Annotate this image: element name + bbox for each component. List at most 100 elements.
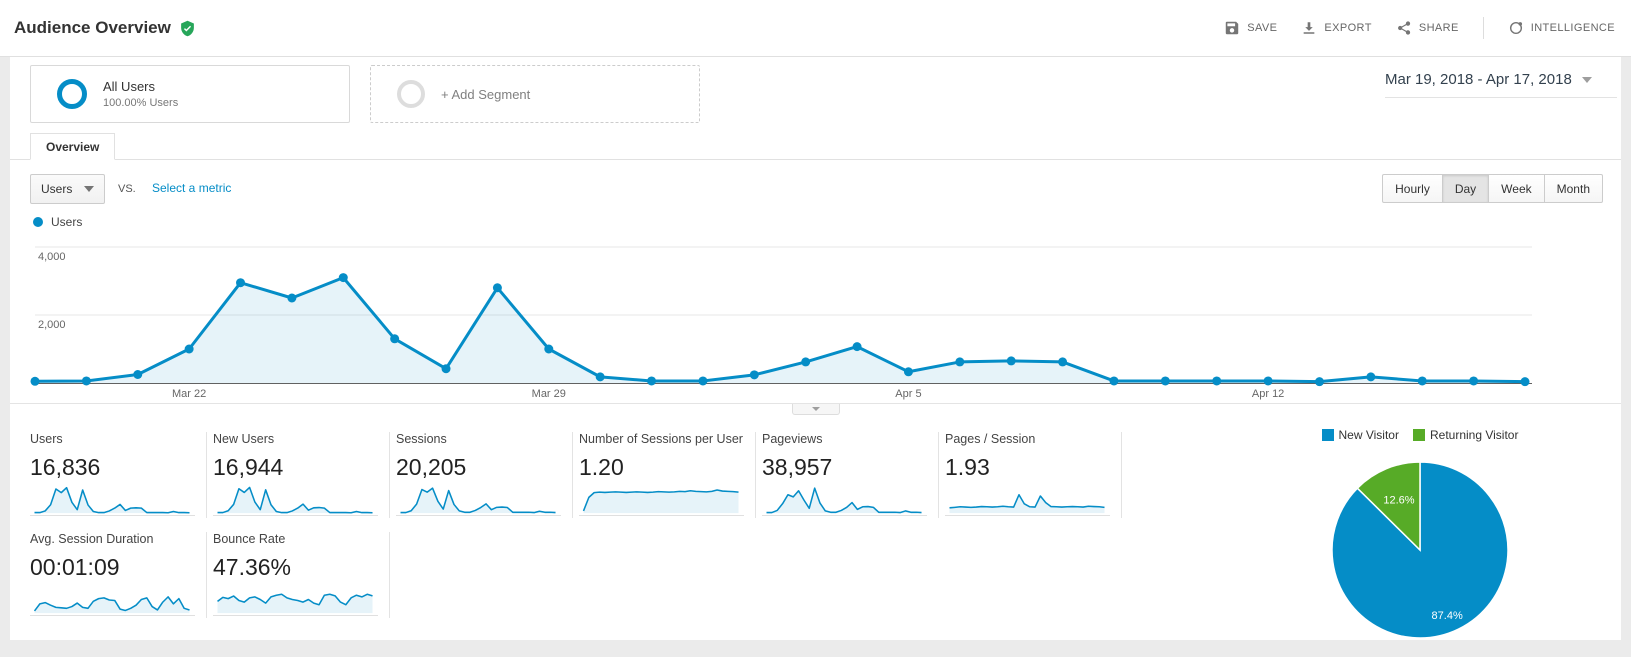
granularity-button-day[interactable]: Day — [1441, 174, 1490, 203]
metric-sparkline — [396, 487, 561, 516]
metric-card-users: Users 16,836 — [30, 432, 200, 518]
page-title: Audience Overview — [14, 18, 171, 37]
metric-label: Pageviews — [762, 432, 823, 446]
svg-text:4,000: 4,000 — [38, 251, 66, 263]
metric-card-new-users: New Users 16,944 — [213, 432, 383, 518]
svg-text:Mar 29: Mar 29 — [532, 388, 566, 400]
metric-label: Sessions — [396, 432, 447, 446]
intelligence-button[interactable]: INTELLIGENCE — [1508, 20, 1615, 36]
date-range-underline — [1385, 97, 1617, 98]
legend-label: New Visitor — [1338, 428, 1399, 442]
pie-legend-item: Returning Visitor — [1412, 428, 1519, 442]
metric-label: New Users — [213, 432, 275, 446]
vs-label: VS. — [118, 183, 136, 195]
metric-card-sessions: Sessions 20,205 — [396, 432, 566, 518]
metric-label: Avg. Session Duration — [30, 532, 154, 546]
save-icon — [1226, 21, 1239, 35]
metric-sparkline — [30, 486, 195, 516]
metric-value: 16,836 — [30, 454, 101, 480]
export-label: EXPORT — [1324, 22, 1372, 34]
granularity-button-week[interactable]: Week — [1488, 174, 1545, 203]
save-button[interactable]: SAVE — [1224, 20, 1277, 36]
metric-value: 00:01:09 — [30, 554, 120, 580]
legend-swatch-icon — [1412, 429, 1425, 441]
app-header: Audience Overview SAVE EXPORT SHARE INTE… — [0, 0, 1631, 57]
share-button[interactable]: SHARE — [1396, 20, 1459, 36]
metric-card-number-of-sessions-per-user: Number of Sessions per User 1.20 — [579, 432, 749, 518]
intelligence-icon — [1509, 21, 1522, 35]
segment-subtitle: 100.00% Users — [103, 97, 179, 109]
metric-value: 16,944 — [213, 454, 284, 480]
granularity-button-hourly[interactable]: Hourly — [1382, 174, 1443, 203]
visitor-type-pie-chart[interactable]: 87.4% 12.6% — [1320, 450, 1520, 650]
main-content: All Users 100.00% Users + Add Segment Ma… — [10, 57, 1621, 640]
select-metric-link[interactable]: Select a metric — [152, 181, 232, 195]
intelligence-label: INTELLIGENCE — [1530, 22, 1615, 34]
export-button[interactable]: EXPORT — [1301, 20, 1371, 36]
shield-check-icon — [180, 20, 194, 36]
metric-sparkline — [945, 493, 1110, 516]
metric-sparkline — [762, 487, 927, 516]
chart-controls: Users VS. Select a metric Hourly Day Week M… — [10, 160, 1621, 210]
export-icon — [1304, 22, 1315, 34]
users-legend-dot-icon — [33, 217, 43, 227]
users-line-chart[interactable]: 2,000 4,000 Mar 22 Mar 29 Apr 5 Apr 12 — [10, 240, 1621, 402]
metric-value: 47.36% — [213, 554, 292, 580]
tab-overview[interactable]: Overview — [30, 133, 116, 160]
metric-card-pages-session: Pages / Session 1.93 — [945, 432, 1115, 518]
save-label: SAVE — [1247, 22, 1278, 34]
pie-legend-item: New Visitor — [1321, 428, 1399, 442]
svg-text:Apr 5: Apr 5 — [895, 388, 921, 400]
legend-label: Returning Visitor — [1429, 428, 1519, 442]
chart-legend: Users — [33, 215, 82, 229]
all-users-segment-card[interactable]: All Users 100.00% Users — [30, 65, 350, 123]
chart-collapse-rule — [10, 403, 1621, 404]
svg-text:Apr 12: Apr 12 — [1252, 388, 1284, 400]
pie-slice-label: 87.4% — [1432, 610, 1463, 622]
caret-down-icon — [84, 186, 95, 192]
metric-cards-row-1: Users 16,836 New Users 16,944 Sessions 20,205… — [30, 432, 1128, 518]
tab-strip: Overview — [10, 133, 1621, 160]
metric-label: Users — [30, 432, 63, 446]
share-label: SHARE — [1418, 22, 1459, 34]
metric-value: 1.20 — [579, 454, 624, 480]
metric-selector-dropdown[interactable]: Users — [30, 174, 106, 204]
pie-legend: New Visitor Returning Visitor — [1320, 428, 1520, 442]
share-icon — [1397, 21, 1410, 35]
metric-sparkline — [213, 593, 378, 616]
granularity-button-month[interactable]: Month — [1543, 174, 1603, 203]
metric-cards-row-2: Avg. Session Duration 00:01:09 Bounce Rate… — [30, 532, 396, 618]
add-segment-button[interactable]: + Add Segment — [370, 65, 700, 123]
metric-card-pageviews: Pageviews 38,957 — [762, 432, 932, 518]
header-actions: SAVE EXPORT SHARE INTELLIGENCE — [1200, 17, 1631, 39]
metric-label: Number of Sessions per User — [579, 432, 743, 446]
header-divider — [1482, 17, 1484, 39]
svg-text:2,000: 2,000 — [38, 319, 66, 331]
metric-sparkline — [30, 596, 195, 616]
segment-donut-icon — [57, 79, 87, 109]
pie-slice-label: 12.6% — [1383, 495, 1414, 507]
metric-value: 1.93 — [945, 454, 990, 480]
metric-divider — [572, 432, 573, 518]
metric-value: 38,957 — [762, 454, 833, 480]
add-segment-donut-icon — [397, 80, 425, 108]
chart-collapse-handle[interactable] — [792, 404, 840, 415]
metric-card-avg-session-duration: Avg. Session Duration 00:01:09 — [30, 532, 200, 618]
chart-legend-label: Users — [51, 215, 83, 229]
metric-sparkline — [213, 486, 378, 516]
caret-down-icon — [812, 407, 820, 411]
metric-divider — [206, 532, 207, 618]
add-segment-label: + Add Segment — [441, 86, 531, 102]
metric-divider — [389, 532, 390, 618]
granularity-toggle: Hourly Day Week Month — [1382, 174, 1603, 203]
metric-card-bounce-rate: Bounce Rate 47.36% — [213, 532, 383, 618]
caret-down-icon — [1581, 76, 1592, 83]
legend-swatch-icon — [1321, 429, 1334, 441]
metric-divider — [389, 432, 390, 518]
metric-sparkline — [579, 489, 744, 516]
date-range-label: Mar 19, 2018 - Apr 17, 2018 — [1385, 71, 1572, 88]
svg-text:Mar 22: Mar 22 — [172, 388, 206, 400]
metric-selector-value: Users — [41, 182, 73, 196]
bottom-margin-strip — [0, 640, 1631, 657]
date-range-selector[interactable]: Mar 19, 2018 - Apr 17, 2018 — [1385, 71, 1617, 98]
